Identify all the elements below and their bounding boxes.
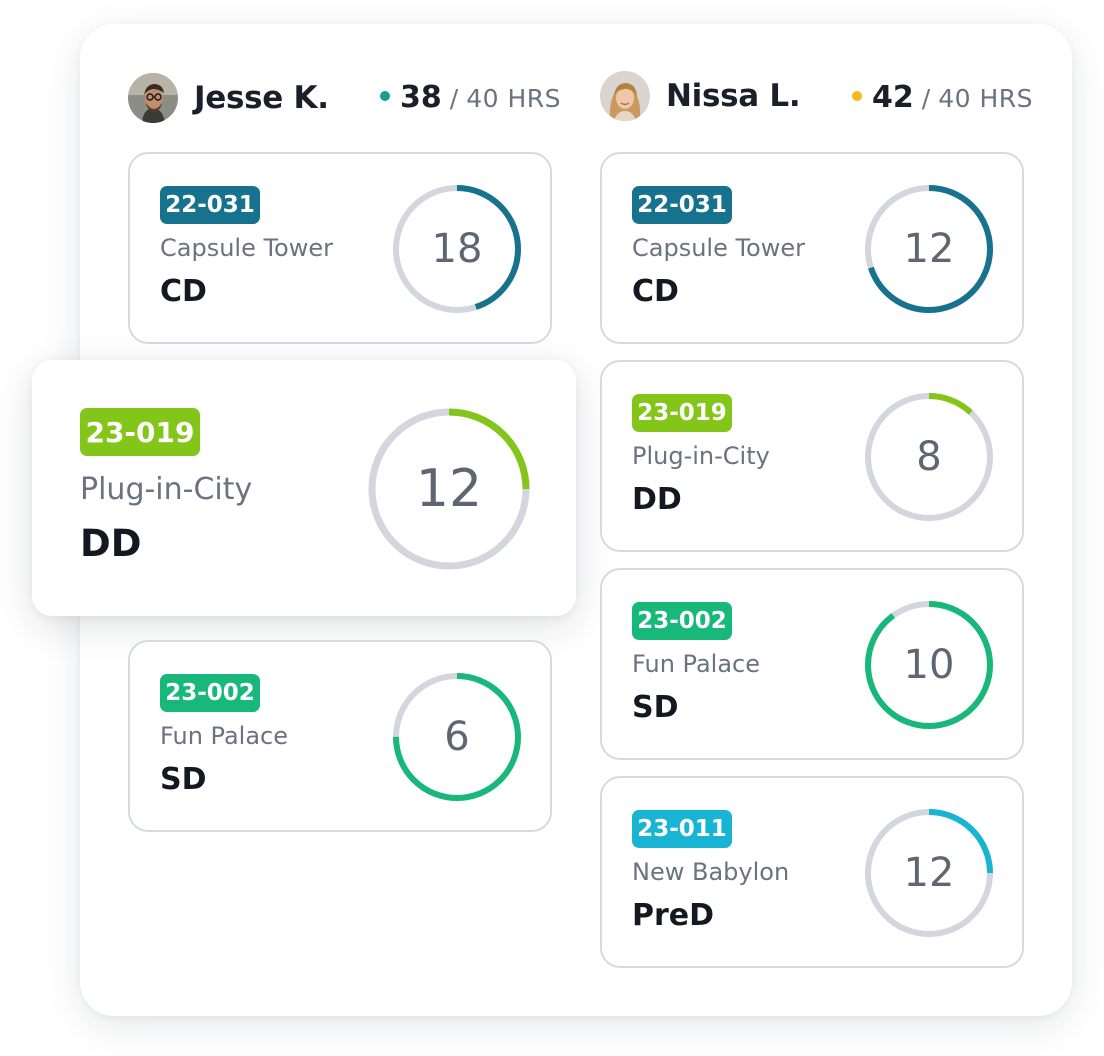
project-name: New Babylon — [632, 858, 790, 886]
project-name: Fun Palace — [160, 722, 288, 750]
person-name: Jesse K. — [194, 80, 329, 116]
ring-progress-arc — [865, 393, 993, 521]
project-code-tag: 23-011 — [632, 810, 732, 848]
hours-value: 12 — [415, 459, 483, 519]
hours-ring — [865, 185, 993, 313]
assignment-card[interactable]: 22-031 Capsule Tower CD 18 — [128, 152, 552, 344]
ring-progress-arc — [393, 673, 521, 801]
person-header-jesse[interactable]: Jesse K. — [128, 70, 329, 126]
hours-value: 18 — [431, 226, 483, 272]
ring-progress-arc — [865, 601, 993, 729]
hours-ring — [368, 408, 530, 570]
project-code-tag: 22-031 — [160, 186, 260, 224]
person-name: Nissa L. — [666, 78, 801, 114]
hours-value: 6 — [444, 714, 470, 760]
hours-total: 40 HRS — [938, 84, 1033, 113]
avatar-jesse[interactable] — [128, 73, 178, 123]
assignment-card[interactable]: 23-002 Fun Palace SD 6 — [128, 640, 552, 832]
project-name: Capsule Tower — [160, 234, 334, 262]
assignment-card[interactable]: 23-019 Plug-in-City DD 8 — [600, 360, 1024, 552]
assignment-card-selected[interactable]: 23-019 Plug-in-City DD 12 — [32, 360, 576, 616]
hours-ring — [865, 393, 993, 521]
hours-logged: 42 — [872, 80, 914, 115]
hours-value: 12 — [903, 226, 955, 272]
hours-separator: / — [449, 84, 459, 113]
status-dot — [852, 91, 862, 101]
hours-summary-nissa: 42 / 40 HRS — [852, 80, 1033, 115]
project-code-tag: 23-002 — [632, 602, 732, 640]
project-phase: DD — [632, 482, 682, 517]
assignment-card[interactable]: 23-011 New Babylon PreD 12 — [600, 776, 1024, 968]
project-phase: CD — [160, 274, 207, 309]
person-header-nissa[interactable]: Nissa L. — [600, 68, 801, 124]
ring-progress-arc — [865, 185, 993, 313]
hours-total: 40 HRS — [466, 84, 561, 113]
project-code-tag: 23-019 — [80, 408, 200, 456]
project-phase: DD — [80, 522, 142, 565]
avatar-nissa[interactable] — [600, 71, 650, 121]
project-phase: PreD — [632, 898, 715, 933]
assignment-card[interactable]: 22-031 Capsule Tower CD 12 — [600, 152, 1024, 344]
avatar-woman-blonde-icon — [600, 71, 650, 121]
assignment-card[interactable]: 23-002 Fun Palace SD 10 — [600, 568, 1024, 760]
project-name: Plug-in-City — [632, 442, 770, 470]
avatar-man-glasses-icon — [128, 73, 178, 123]
hours-logged: 38 — [400, 80, 442, 115]
hours-separator: / — [921, 84, 931, 113]
project-phase: SD — [632, 690, 679, 725]
hours-value: 10 — [903, 642, 955, 688]
project-name: Fun Palace — [632, 650, 760, 678]
hours-value: 8 — [916, 434, 942, 480]
project-name: Plug-in-City — [80, 472, 253, 507]
hours-ring — [865, 809, 993, 937]
hours-ring — [865, 601, 993, 729]
hours-summary-jesse: 38 / 40 HRS — [380, 80, 561, 115]
project-phase: SD — [160, 762, 207, 797]
ring-progress-arc — [368, 408, 530, 570]
hours-ring — [393, 673, 521, 801]
hours-ring — [393, 185, 521, 313]
project-code-tag: 23-019 — [632, 394, 732, 432]
project-name: Capsule Tower — [632, 234, 806, 262]
ring-progress-arc — [393, 185, 521, 313]
ring-progress-arc — [865, 809, 993, 937]
project-phase: CD — [632, 274, 679, 309]
hours-value: 12 — [903, 850, 955, 896]
project-code-tag: 23-002 — [160, 674, 260, 712]
project-code-tag: 22-031 — [632, 186, 732, 224]
status-dot — [380, 91, 390, 101]
